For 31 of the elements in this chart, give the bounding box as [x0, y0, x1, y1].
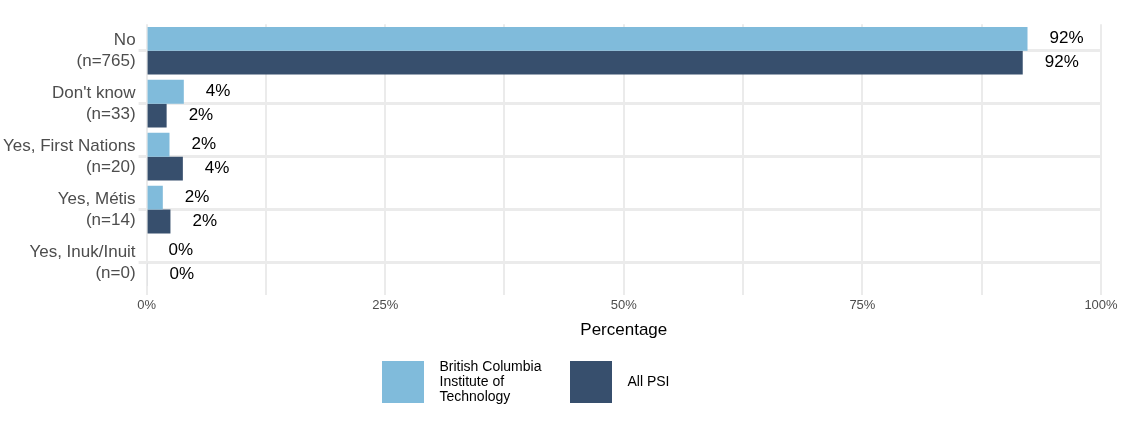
y-tick-label: Yes, First Nations (n=20) [2, 135, 136, 176]
x-tick-label: 25% [372, 297, 399, 313]
y-tick-label: Don't know (n=33) [52, 82, 137, 123]
data-label: 0% [168, 240, 194, 260]
bar [147, 132, 170, 157]
bar [147, 209, 171, 234]
data-label: 4% [205, 81, 231, 101]
x-tick-label: 75% [849, 297, 876, 313]
bar [147, 103, 167, 128]
data-label: 2% [191, 134, 217, 154]
bar [147, 26, 1028, 51]
data-label: 2% [188, 105, 214, 125]
text: All PSI [627, 373, 671, 389]
data-label: 0% [169, 264, 195, 284]
data-label: 92% [1049, 28, 1084, 48]
bar [147, 50, 1023, 75]
x-tick-label: 50% [610, 297, 638, 313]
data-label: 92% [1044, 52, 1079, 72]
bar [147, 79, 184, 104]
data-label: 2% [192, 211, 218, 231]
y-tick-label: No (n=765) [76, 29, 136, 71]
bar [147, 185, 163, 210]
text: British Columbia Institute of Technology [439, 358, 543, 404]
x-tick-label: 100% [1084, 297, 1119, 313]
bar [147, 156, 183, 181]
y-tick-label: Yes, Inuk/Inuit (n=0) [29, 241, 136, 282]
y-tick-label: Yes, Métis (n=14) [57, 188, 136, 229]
x-axis-title: Percentage [580, 320, 668, 340]
data-label: 4% [204, 158, 230, 178]
x-tick-label: 0% [137, 297, 157, 313]
data-label: 2% [184, 187, 210, 207]
